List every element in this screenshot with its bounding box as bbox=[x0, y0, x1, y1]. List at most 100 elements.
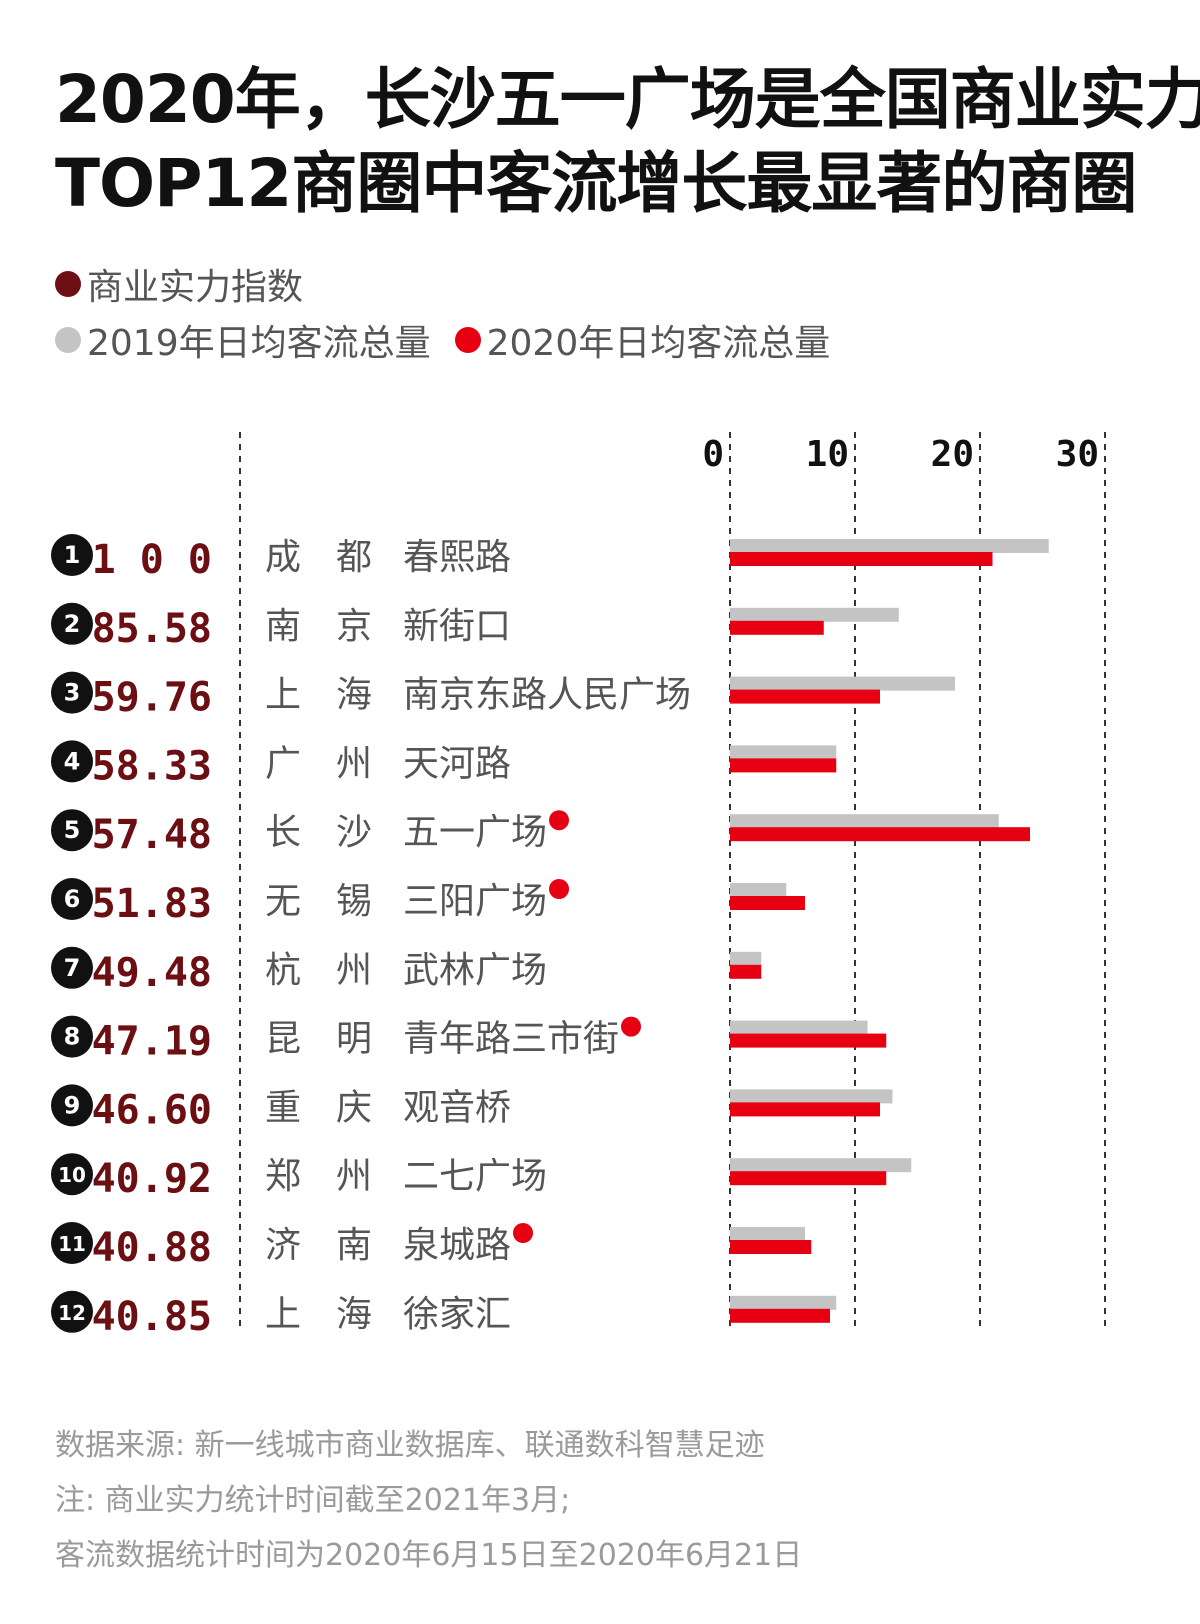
district-name: 观音桥 bbox=[403, 1087, 511, 1128]
rank-badge bbox=[51, 740, 93, 783]
bar-2019 bbox=[730, 951, 762, 966]
bar-2020 bbox=[730, 1171, 887, 1186]
rank-badge bbox=[51, 946, 93, 989]
x-tick-label: 0 bbox=[702, 434, 724, 475]
bar-2019 bbox=[730, 539, 1049, 553]
city-char-1: 无 bbox=[265, 881, 301, 922]
bar-2019 bbox=[730, 1020, 868, 1035]
x-tick-label: 20 bbox=[931, 434, 974, 475]
city-char-2: 京 bbox=[336, 606, 372, 647]
city-char-1: 郑 bbox=[265, 1156, 301, 1197]
bar-2020 bbox=[730, 1102, 880, 1117]
city-char-2: 南 bbox=[336, 1225, 372, 1266]
bar-2020 bbox=[730, 896, 805, 910]
city-char-2: 沙 bbox=[336, 812, 372, 853]
rank-badge bbox=[51, 1084, 93, 1127]
footnotes: 数据来源: 新一线城市商业数据库、联通数科智慧足迹 注: 商业实力统计时间截至2… bbox=[55, 1418, 802, 1583]
footnote-note: 注: 商业实力统计时间截至2021年3月; bbox=[55, 1483, 571, 1518]
legend-2019-label: 2019年日均客流总量 bbox=[87, 323, 431, 364]
rank-number: 10 bbox=[58, 1163, 86, 1187]
rank-number: 12 bbox=[58, 1301, 86, 1325]
district-name: 五一广场 bbox=[403, 812, 547, 853]
footnote-period: 客流数据统计时间为2020年6月15日至2020年6月21日 bbox=[55, 1538, 803, 1573]
index-value: 1 0 0 bbox=[92, 537, 212, 583]
index-value: 40.92 bbox=[92, 1156, 212, 1202]
district-name: 三阳广场 bbox=[403, 881, 547, 922]
bar-2020 bbox=[730, 1308, 830, 1323]
rank-badge bbox=[51, 671, 93, 714]
bar-2019 bbox=[730, 883, 787, 897]
index-value: 46.60 bbox=[92, 1087, 212, 1133]
rank-number: 3 bbox=[64, 679, 81, 707]
district-name: 青年路三市街 bbox=[403, 1019, 619, 1060]
rank-badge bbox=[51, 878, 93, 920]
index-value: 58.33 bbox=[92, 743, 212, 789]
index-value: 47.19 bbox=[92, 1019, 212, 1065]
bar-2020 bbox=[730, 758, 837, 773]
city-char-2: 州 bbox=[336, 743, 372, 784]
city-char-1: 南 bbox=[265, 606, 301, 647]
index-value: 51.83 bbox=[92, 881, 212, 927]
legend-index: 商业实力指数 bbox=[55, 258, 303, 310]
highlight-dot bbox=[513, 1223, 534, 1243]
rank-number: 8 bbox=[64, 1023, 81, 1051]
rank-number: 4 bbox=[64, 747, 81, 775]
rank-badge bbox=[51, 809, 93, 852]
rank-number: 5 bbox=[64, 816, 81, 844]
legend-flow: 2019年日均客流总量 2020年日均客流总量 bbox=[55, 314, 830, 366]
bar-2019 bbox=[730, 607, 899, 622]
bar-2019 bbox=[730, 1295, 837, 1310]
bar-2019 bbox=[730, 1227, 805, 1241]
index-value: 49.48 bbox=[92, 950, 212, 996]
title-line-1: 2020年，长沙五一广场是全国商业实力 bbox=[55, 61, 1200, 138]
legend-2020-label: 2020年日均客流总量 bbox=[486, 323, 831, 364]
district-name: 徐家汇 bbox=[403, 1294, 511, 1335]
district-name: 南京东路人民广场 bbox=[403, 675, 691, 716]
bar-2019 bbox=[730, 814, 999, 829]
city-char-1: 长 bbox=[265, 812, 301, 853]
rank-number: 11 bbox=[58, 1232, 86, 1256]
bar-2020 bbox=[730, 552, 993, 566]
highlight-dot bbox=[549, 879, 570, 899]
district-name: 泉城路 bbox=[403, 1225, 511, 1266]
district-name: 武林广场 bbox=[403, 950, 547, 991]
legend-2019-swatch bbox=[55, 327, 81, 353]
title-line-2: TOP12商圈中客流增长最显著的商圈 bbox=[55, 145, 1137, 222]
rank-badge bbox=[51, 1015, 93, 1058]
city-char-1: 上 bbox=[265, 675, 301, 716]
bar-2020 bbox=[730, 964, 762, 979]
rank-badge bbox=[51, 1222, 93, 1264]
footnote-source: 数据来源: 新一线城市商业数据库、联通数科智慧足迹 bbox=[55, 1428, 765, 1463]
city-char-1: 重 bbox=[265, 1087, 301, 1128]
bar-2019 bbox=[730, 1089, 893, 1104]
city-char-2: 海 bbox=[336, 675, 372, 716]
legend-index-swatch bbox=[55, 271, 81, 297]
city-char-2: 海 bbox=[336, 1294, 372, 1335]
city-char-2: 明 bbox=[336, 1019, 372, 1060]
city-char-1: 上 bbox=[265, 1294, 301, 1335]
district-name: 二七广场 bbox=[403, 1156, 547, 1197]
rank-number: 7 bbox=[64, 954, 81, 982]
city-char-1: 杭 bbox=[265, 950, 301, 991]
legend-index-label: 商业实力指数 bbox=[87, 267, 304, 308]
city-char-2: 都 bbox=[336, 537, 372, 578]
rank-number: 9 bbox=[64, 1091, 81, 1119]
city-char-2: 锡 bbox=[336, 881, 372, 922]
city-char-1: 昆 bbox=[265, 1019, 301, 1060]
district-name: 春熙路 bbox=[403, 537, 511, 578]
bar-chart: 0 10 20 301 1 0 0 成都春熙路2 85.58 南京新街口3 59.76 上海南京东… bbox=[51, 432, 1106, 1340]
index-value: 40.85 bbox=[92, 1294, 212, 1340]
bar-2020 bbox=[730, 1033, 887, 1048]
index-value: 59.76 bbox=[92, 675, 212, 721]
city-char-1: 济 bbox=[265, 1225, 301, 1266]
rank-number: 2 bbox=[64, 610, 81, 638]
district-name: 新街口 bbox=[403, 606, 511, 647]
rank-badge bbox=[51, 1153, 93, 1196]
index-value: 40.88 bbox=[92, 1225, 212, 1271]
rank-badge bbox=[51, 534, 93, 576]
rank-number: 1 bbox=[64, 541, 81, 569]
rank-badge bbox=[51, 1290, 93, 1333]
bar-2019 bbox=[730, 676, 955, 691]
x-tick-label: 30 bbox=[1056, 434, 1099, 475]
bar-2020 bbox=[730, 689, 880, 704]
